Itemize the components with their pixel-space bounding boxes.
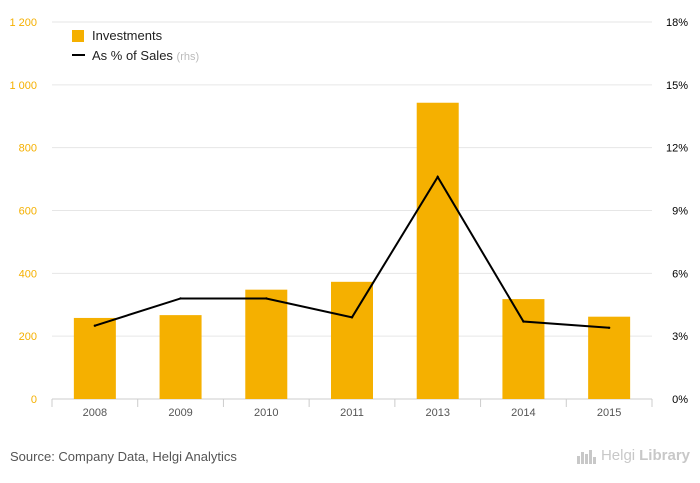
right-axis-ticks: 0% 3% 6% 9% 12% 15% 18% — [666, 17, 688, 406]
x-tick-label-2015: 2015 — [597, 407, 621, 419]
line-point-2013 — [436, 175, 439, 179]
line-point-2009 — [179, 297, 182, 300]
x-tick-label-2014: 2014 — [511, 407, 535, 419]
legend-swatch-investments — [72, 30, 84, 42]
bar-2008 — [73, 317, 116, 399]
brand-name-light: Helgi — [600, 447, 636, 464]
left-axis-ticks: 0 200 400 600 800 1 000 1 200 — [9, 17, 37, 406]
x-tick-label-2013: 2013 — [425, 407, 449, 419]
left-tick-label: 400 — [19, 268, 37, 280]
right-tick-label: 15% — [666, 80, 688, 92]
bar-2015 — [588, 316, 631, 399]
x-axis-ticks: 2008 2009 2010 2011 2013 2014 2015 — [83, 407, 622, 419]
line-series — [93, 175, 611, 329]
brand-name-strong: Library — [639, 447, 690, 464]
grid-lines — [51, 21, 653, 407]
left-tick-label: 1 200 — [9, 17, 37, 29]
line-point-2014 — [522, 320, 525, 323]
city-skyline-icon — [576, 449, 596, 464]
x-tick-label-2010: 2010 — [254, 407, 278, 419]
left-tick-label: 200 — [19, 331, 37, 343]
left-tick-label: 600 — [19, 206, 37, 218]
right-tick-label: 12% — [666, 143, 688, 155]
right-tick-label: 6% — [672, 268, 688, 280]
left-tick-label: 800 — [19, 143, 37, 155]
legend-label-investments: Investments — [92, 28, 163, 43]
line-point-2008 — [93, 324, 97, 327]
x-tick-label-2011: 2011 — [340, 407, 364, 419]
bar-2009 — [159, 315, 202, 399]
bar-2010 — [245, 289, 288, 399]
legend-label-sales-share: As % of Sales (rhs) — [92, 48, 199, 63]
helgi-library-logo: Helgi Library — [576, 447, 690, 464]
x-tick-label-2008: 2008 — [83, 407, 107, 419]
legend-suffix-rhs: (rhs) — [177, 51, 200, 63]
right-tick-label: 9% — [672, 206, 688, 218]
legend: Investments As % of Sales (rhs) — [72, 28, 199, 63]
left-tick-label: 1 000 — [9, 80, 37, 92]
bar-2011 — [331, 281, 373, 399]
combo-chart: 0 200 400 600 800 1 000 1 200 0% 3% 6% 9% 12% 15% 18… — [9, 17, 688, 419]
bar-2013 — [416, 102, 459, 399]
x-tick-label-2009: 2009 — [168, 407, 192, 419]
bar-series — [73, 102, 631, 399]
bar-2014 — [502, 299, 545, 399]
right-tick-label: 3% — [672, 331, 688, 343]
right-tick-label: 0% — [672, 394, 688, 406]
left-tick-label: 0 — [31, 394, 37, 406]
line-point-2015 — [607, 326, 611, 329]
right-tick-label: 18% — [666, 17, 688, 29]
source-note: Source: Company Data, Helgi Analytics — [10, 449, 237, 464]
line-point-2011 — [350, 316, 354, 319]
line-point-2010 — [265, 297, 268, 300]
